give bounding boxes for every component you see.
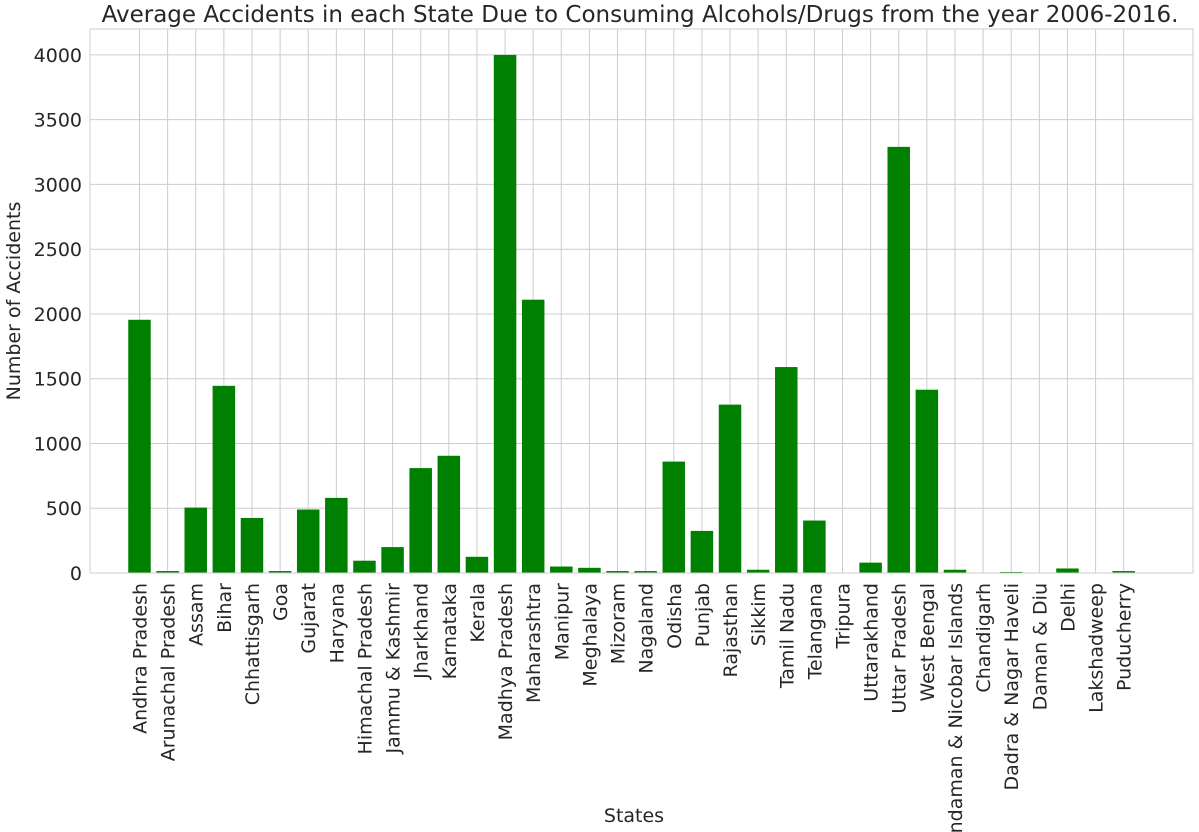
- y-tick-label: 3500: [34, 110, 82, 132]
- x-tick-label: Tamil Nadu: [776, 583, 798, 689]
- y-tick-label: 2500: [34, 239, 82, 261]
- bars: [128, 54, 1135, 573]
- bar: [1056, 568, 1079, 573]
- bar: [521, 299, 545, 573]
- bar: [156, 571, 179, 573]
- bar: [578, 567, 601, 573]
- x-tick-label: Assam: [186, 583, 208, 646]
- x-tick-label: Jharkhand: [411, 583, 433, 680]
- y-tick-label: 1500: [34, 369, 82, 391]
- bar: [465, 556, 489, 573]
- bar: [128, 319, 151, 573]
- x-tick-label: Odisha: [664, 583, 686, 649]
- bar: [662, 461, 686, 573]
- y-tick-labels: 0 500 1000 1500 2000 2500 3000 3500 4000: [34, 45, 82, 585]
- x-tick-label: Telangana: [804, 583, 826, 680]
- y-tick-label: 0: [70, 563, 82, 585]
- bar: [437, 455, 461, 573]
- x-tick-label: Chandigarh: [973, 583, 995, 693]
- y-tick-label: 3000: [34, 174, 82, 196]
- bar: [325, 497, 348, 573]
- x-tick-label: Delhi: [1057, 583, 1079, 632]
- bar: [353, 560, 376, 573]
- x-tick-label: Andhra Pradesh: [130, 583, 152, 734]
- x-tick-label: Nagaland: [636, 583, 658, 674]
- x-tick-label: Maharashtra: [523, 583, 545, 703]
- x-tick-label: Manipur: [551, 583, 573, 660]
- bar: [887, 146, 910, 573]
- x-tick-label: Tripura: [833, 583, 855, 649]
- x-tick-label: Gujarat: [298, 583, 320, 654]
- bar: [184, 507, 207, 573]
- plot-frame: [89, 28, 1194, 574]
- bar: [240, 517, 264, 573]
- bar: [915, 389, 939, 573]
- x-tick-label: Madhya Pradesh: [495, 583, 517, 740]
- x-tick-labels: Andhra Pradesh Arunachal Pradesh Assam Biha…: [130, 583, 1136, 832]
- bar: [606, 571, 629, 573]
- bar: [803, 520, 826, 573]
- x-axis-label: States: [604, 805, 664, 827]
- x-tick-label: Jammu & Kashmir: [383, 583, 405, 755]
- x-tick-label: Karnataka: [439, 583, 461, 679]
- x-tick-label: West Bengal: [917, 583, 939, 702]
- y-axis-label: Number of Accidents: [3, 202, 25, 401]
- x-tick-label: Sikkim: [748, 583, 770, 646]
- x-tick-label: Himachal Pradesh: [354, 583, 376, 754]
- x-tick-label: Daman & Diu: [1029, 583, 1051, 710]
- x-tick-label: Lakshadweep: [1086, 583, 1108, 713]
- x-tick-label: Chhattisgarh: [242, 583, 264, 705]
- bar: [409, 468, 432, 573]
- x-tick-label: Bihar: [214, 583, 236, 633]
- bar: [1112, 571, 1135, 573]
- bar: [859, 562, 882, 573]
- y-tick-label: 500: [46, 498, 82, 520]
- bar: [943, 569, 967, 573]
- x-tick-label: Uttar Pradesh: [889, 583, 911, 714]
- x-tick-label: Mizoram: [608, 583, 630, 664]
- x-tick-label: Punjab: [692, 583, 714, 647]
- bar: [296, 509, 320, 573]
- x-tick-label: Arunachal Pradesh: [158, 583, 180, 761]
- x-tick-label: Kerala: [467, 583, 489, 643]
- y-tick-label: 4000: [34, 45, 82, 67]
- x-tick-label: Dadra & Nagar Haveli: [1001, 583, 1023, 791]
- bar: [718, 404, 742, 573]
- y-tick-label: 1000: [34, 433, 82, 455]
- bar: [746, 569, 770, 573]
- bar: [999, 571, 1023, 573]
- bar: [690, 530, 714, 573]
- x-tick-label: Haryana: [326, 583, 348, 663]
- x-tick-label: Meghalaya: [579, 583, 601, 687]
- x-tick-label: Uttarakhand: [861, 583, 883, 702]
- bar: [634, 571, 657, 573]
- bar: [212, 385, 236, 573]
- chart-title: Average Accidents in each State Due to C…: [102, 2, 1179, 28]
- bar: [381, 547, 404, 573]
- bar: [550, 566, 573, 573]
- x-tick-label: Andaman & Nicobar Islands: [945, 583, 967, 832]
- bar: [268, 571, 292, 573]
- grid-lines: [90, 29, 1193, 574]
- y-tick-label: 2000: [34, 304, 82, 326]
- x-tick-label: Rajasthan: [720, 583, 742, 677]
- x-tick-label: Puducherry: [1114, 583, 1136, 691]
- x-tick-label: Goa: [270, 583, 292, 621]
- bar: [493, 54, 517, 573]
- bar: [775, 367, 798, 573]
